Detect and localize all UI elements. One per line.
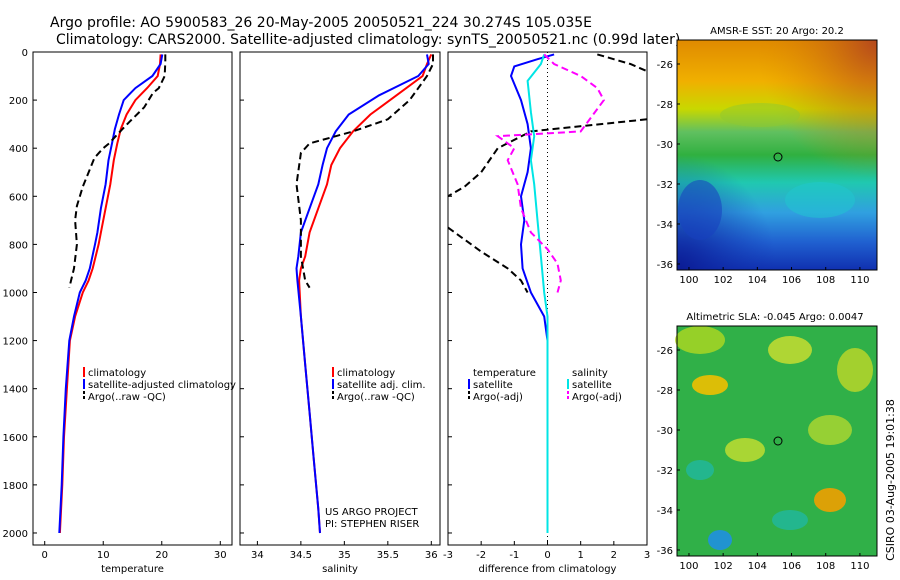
salinity-panel: 34 34.5 35 35.5 36 salinity climatologysatelli… bbox=[239, 51, 441, 575]
map-x-tick-label: 104 bbox=[748, 561, 767, 572]
map-x-tick-label: 100 bbox=[679, 561, 698, 572]
map-x-tick-label: 110 bbox=[850, 275, 869, 286]
sst-map: AMSR-E SST: 20 Argo: 20.2 100 102 104 106 10… bbox=[657, 26, 878, 286]
series-line-blue bbox=[509, 53, 555, 509]
y-tick-label: 2000 bbox=[3, 529, 28, 540]
x-axis-label: temperature bbox=[101, 564, 164, 575]
legend-label: satellite adj. clim. bbox=[337, 380, 426, 391]
series-line-black bbox=[597, 53, 648, 73]
map-y-tick-label: -34 bbox=[657, 220, 673, 231]
map-x-tick-label: 110 bbox=[850, 561, 869, 572]
y-tick-label: 1000 bbox=[3, 288, 28, 299]
legend-label: temperature bbox=[473, 368, 536, 379]
temperature-panel: 0 10 20 30 temperature 0 200 400 600 800 1000 1200 1… bbox=[3, 48, 236, 575]
x-tick-label: -3 bbox=[443, 550, 453, 561]
map-x-tick-label: 102 bbox=[714, 561, 733, 572]
x-tick-label: 2 bbox=[611, 550, 617, 561]
series-line-black bbox=[447, 226, 529, 293]
argo-location-marker-sla bbox=[773, 436, 783, 446]
y-tick-label: 1800 bbox=[3, 481, 28, 492]
x-tick-label: -2 bbox=[476, 550, 486, 561]
map-x-tick-label: 106 bbox=[782, 561, 801, 572]
y-tick-label: 800 bbox=[9, 240, 28, 251]
legend-label: climatology bbox=[88, 368, 146, 379]
project-annotation: US ARGO PROJECT bbox=[325, 507, 419, 518]
x-tick-label: 35 bbox=[338, 550, 351, 561]
map-x-tick-label: 106 bbox=[782, 275, 801, 286]
map-x-tick-label: 104 bbox=[748, 275, 767, 286]
header-line-2: Climatology: CARS2000. Satellite-adjuste… bbox=[56, 32, 680, 48]
map-y-tick-label: -30 bbox=[657, 140, 673, 151]
plot-area bbox=[32, 51, 233, 546]
x-tick-label: 36 bbox=[425, 550, 438, 561]
x-tick-label: -1 bbox=[509, 550, 519, 561]
x-tick-label: 3 bbox=[644, 550, 650, 561]
map-y-tick-label: -30 bbox=[657, 426, 673, 437]
map-y-tick-label: -32 bbox=[657, 466, 673, 477]
y-tick-label: 600 bbox=[9, 192, 28, 203]
timestamp-label: CSIRO 03-Aug-2005 19:01:38 bbox=[884, 399, 897, 561]
legend-label: Argo(-adj) bbox=[473, 392, 523, 403]
series-line-black bbox=[68, 54, 167, 288]
legend-label: Argo(..raw -QC) bbox=[337, 392, 415, 403]
x-tick-label: 34.5 bbox=[290, 550, 312, 561]
series-line-black bbox=[295, 54, 434, 289]
legend-label: Argo(..raw -QC) bbox=[88, 392, 166, 403]
sst-map-title: AMSR-E SST: 20 Argo: 20.2 bbox=[710, 26, 844, 37]
x-tick-label: 0 bbox=[42, 550, 48, 561]
sla-map-title: Altimetric SLA: -0.045 Argo: 0.0047 bbox=[686, 312, 863, 323]
x-tick-label: 35.5 bbox=[377, 550, 399, 561]
series-line-blue bbox=[295, 54, 430, 534]
series-line-black bbox=[447, 118, 648, 198]
sla-map: Altimetric SLA: -0.045 Argo: 0.0047 100 1… bbox=[657, 312, 878, 572]
y-tick-label: 1400 bbox=[3, 385, 28, 396]
y-tick-label: 400 bbox=[9, 144, 28, 155]
map-y-tick-label: -36 bbox=[657, 260, 673, 271]
legend-label: satellite-adjusted climatology bbox=[88, 380, 236, 391]
header-line-1: Argo profile: AO 5900583_26 20-May-2005 … bbox=[50, 15, 592, 31]
map-y-tick-label: -26 bbox=[657, 60, 673, 71]
map-x-tick-label: 100 bbox=[679, 275, 698, 286]
project-annotation: PI: STEPHEN RISER bbox=[325, 519, 419, 530]
plot-area bbox=[239, 51, 441, 546]
x-axis-label: salinity bbox=[322, 564, 358, 575]
map-x-tick-label: 102 bbox=[714, 275, 733, 286]
y-tick-label: 1600 bbox=[3, 433, 28, 444]
legend-label: satellite bbox=[473, 380, 513, 391]
y-tick-label: 1200 bbox=[3, 337, 28, 348]
map-y-tick-label: -32 bbox=[657, 180, 673, 191]
map-y-tick-label: -28 bbox=[657, 386, 673, 397]
legend-label: climatology bbox=[337, 368, 395, 379]
x-tick-label: 30 bbox=[214, 550, 227, 561]
map-y-tick-label: -36 bbox=[657, 546, 673, 557]
legend-label: salinity bbox=[572, 368, 608, 379]
legend-label: Argo(-adj) bbox=[572, 392, 622, 403]
argo-location-marker bbox=[773, 152, 783, 162]
series-line-cyan bbox=[526, 54, 549, 533]
difference-panel: -3 -2 -1 0 1 2 3 difference from climatology tem… bbox=[443, 51, 650, 575]
y-tick-label: 200 bbox=[9, 96, 28, 107]
series-line-blue bbox=[58, 54, 164, 534]
map-y-tick-label: -28 bbox=[657, 100, 673, 111]
x-tick-label: 34 bbox=[251, 550, 264, 561]
y-tick-label: 0 bbox=[22, 48, 28, 59]
x-tick-label: 20 bbox=[155, 550, 168, 561]
map-x-tick-label: 108 bbox=[816, 561, 835, 572]
x-axis-label: difference from climatology bbox=[479, 564, 617, 575]
x-tick-label: 1 bbox=[577, 550, 583, 561]
x-tick-label: 10 bbox=[97, 550, 110, 561]
legend-label: satellite bbox=[572, 380, 612, 391]
series-line-magenta bbox=[494, 53, 606, 293]
x-tick-label: 0 bbox=[544, 550, 550, 561]
map-y-tick-label: -34 bbox=[657, 506, 673, 517]
map-y-tick-label: -26 bbox=[657, 346, 673, 357]
map-x-tick-label: 108 bbox=[816, 275, 835, 286]
